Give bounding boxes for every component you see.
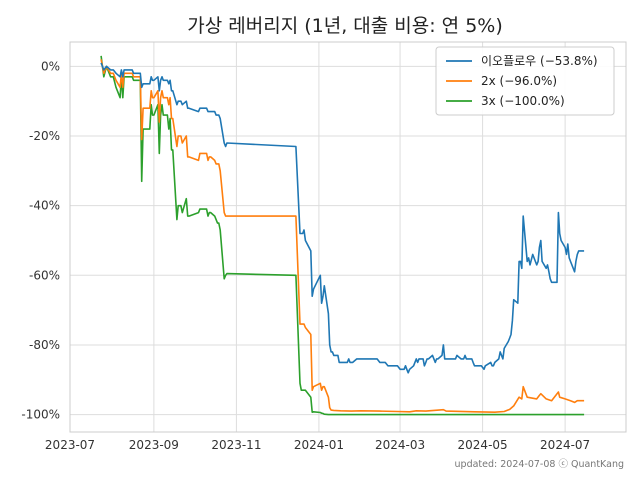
series-line-0: [100, 62, 585, 374]
x-tick-label: 2024-01: [294, 438, 344, 452]
plot-frame: [69, 41, 627, 433]
legend-box: [435, 46, 615, 116]
legend: 이오플로우 (−53.8%) 2x (−96.0%) 3x (−100.0%): [435, 46, 615, 116]
y-tick-label: -100%: [21, 408, 60, 422]
y-tick-label: -40%: [29, 199, 60, 213]
x-tick-label: 2024-07: [540, 438, 590, 452]
legend-entry-label: 2x (−96.0%): [481, 74, 557, 88]
legend-entry-label: 3x (−100.0%): [481, 94, 565, 108]
series-line-1: [100, 59, 585, 414]
series-layer: [100, 55, 585, 416]
y-tick-label: 0%: [41, 59, 60, 73]
x-tick-label: 2024-03: [375, 438, 425, 452]
x-tick-label: 2024-05: [458, 438, 508, 452]
series-line-2: [100, 55, 585, 416]
footer-credit: updated: 2024-07-08 ⓒ QuantKang: [455, 459, 624, 470]
y-tick-label: -20%: [29, 129, 60, 143]
y-tick-label: -60%: [29, 268, 60, 282]
axis-labels: 0% -20% -40% -60% -80% -100% 2023-07 2023-09 202…: [21, 59, 590, 452]
x-tick-label: 2023-09: [129, 438, 179, 452]
legend-entry-label: 이오플로우 (−53.8%): [481, 54, 598, 68]
x-tick-label: 2023-11: [211, 438, 261, 452]
chart-title: 가상 레버리지 (1년, 대출 비용: 연 5%): [187, 15, 503, 37]
x-tick-label: 2023-07: [45, 438, 95, 452]
y-tick-label: -80%: [29, 338, 60, 352]
